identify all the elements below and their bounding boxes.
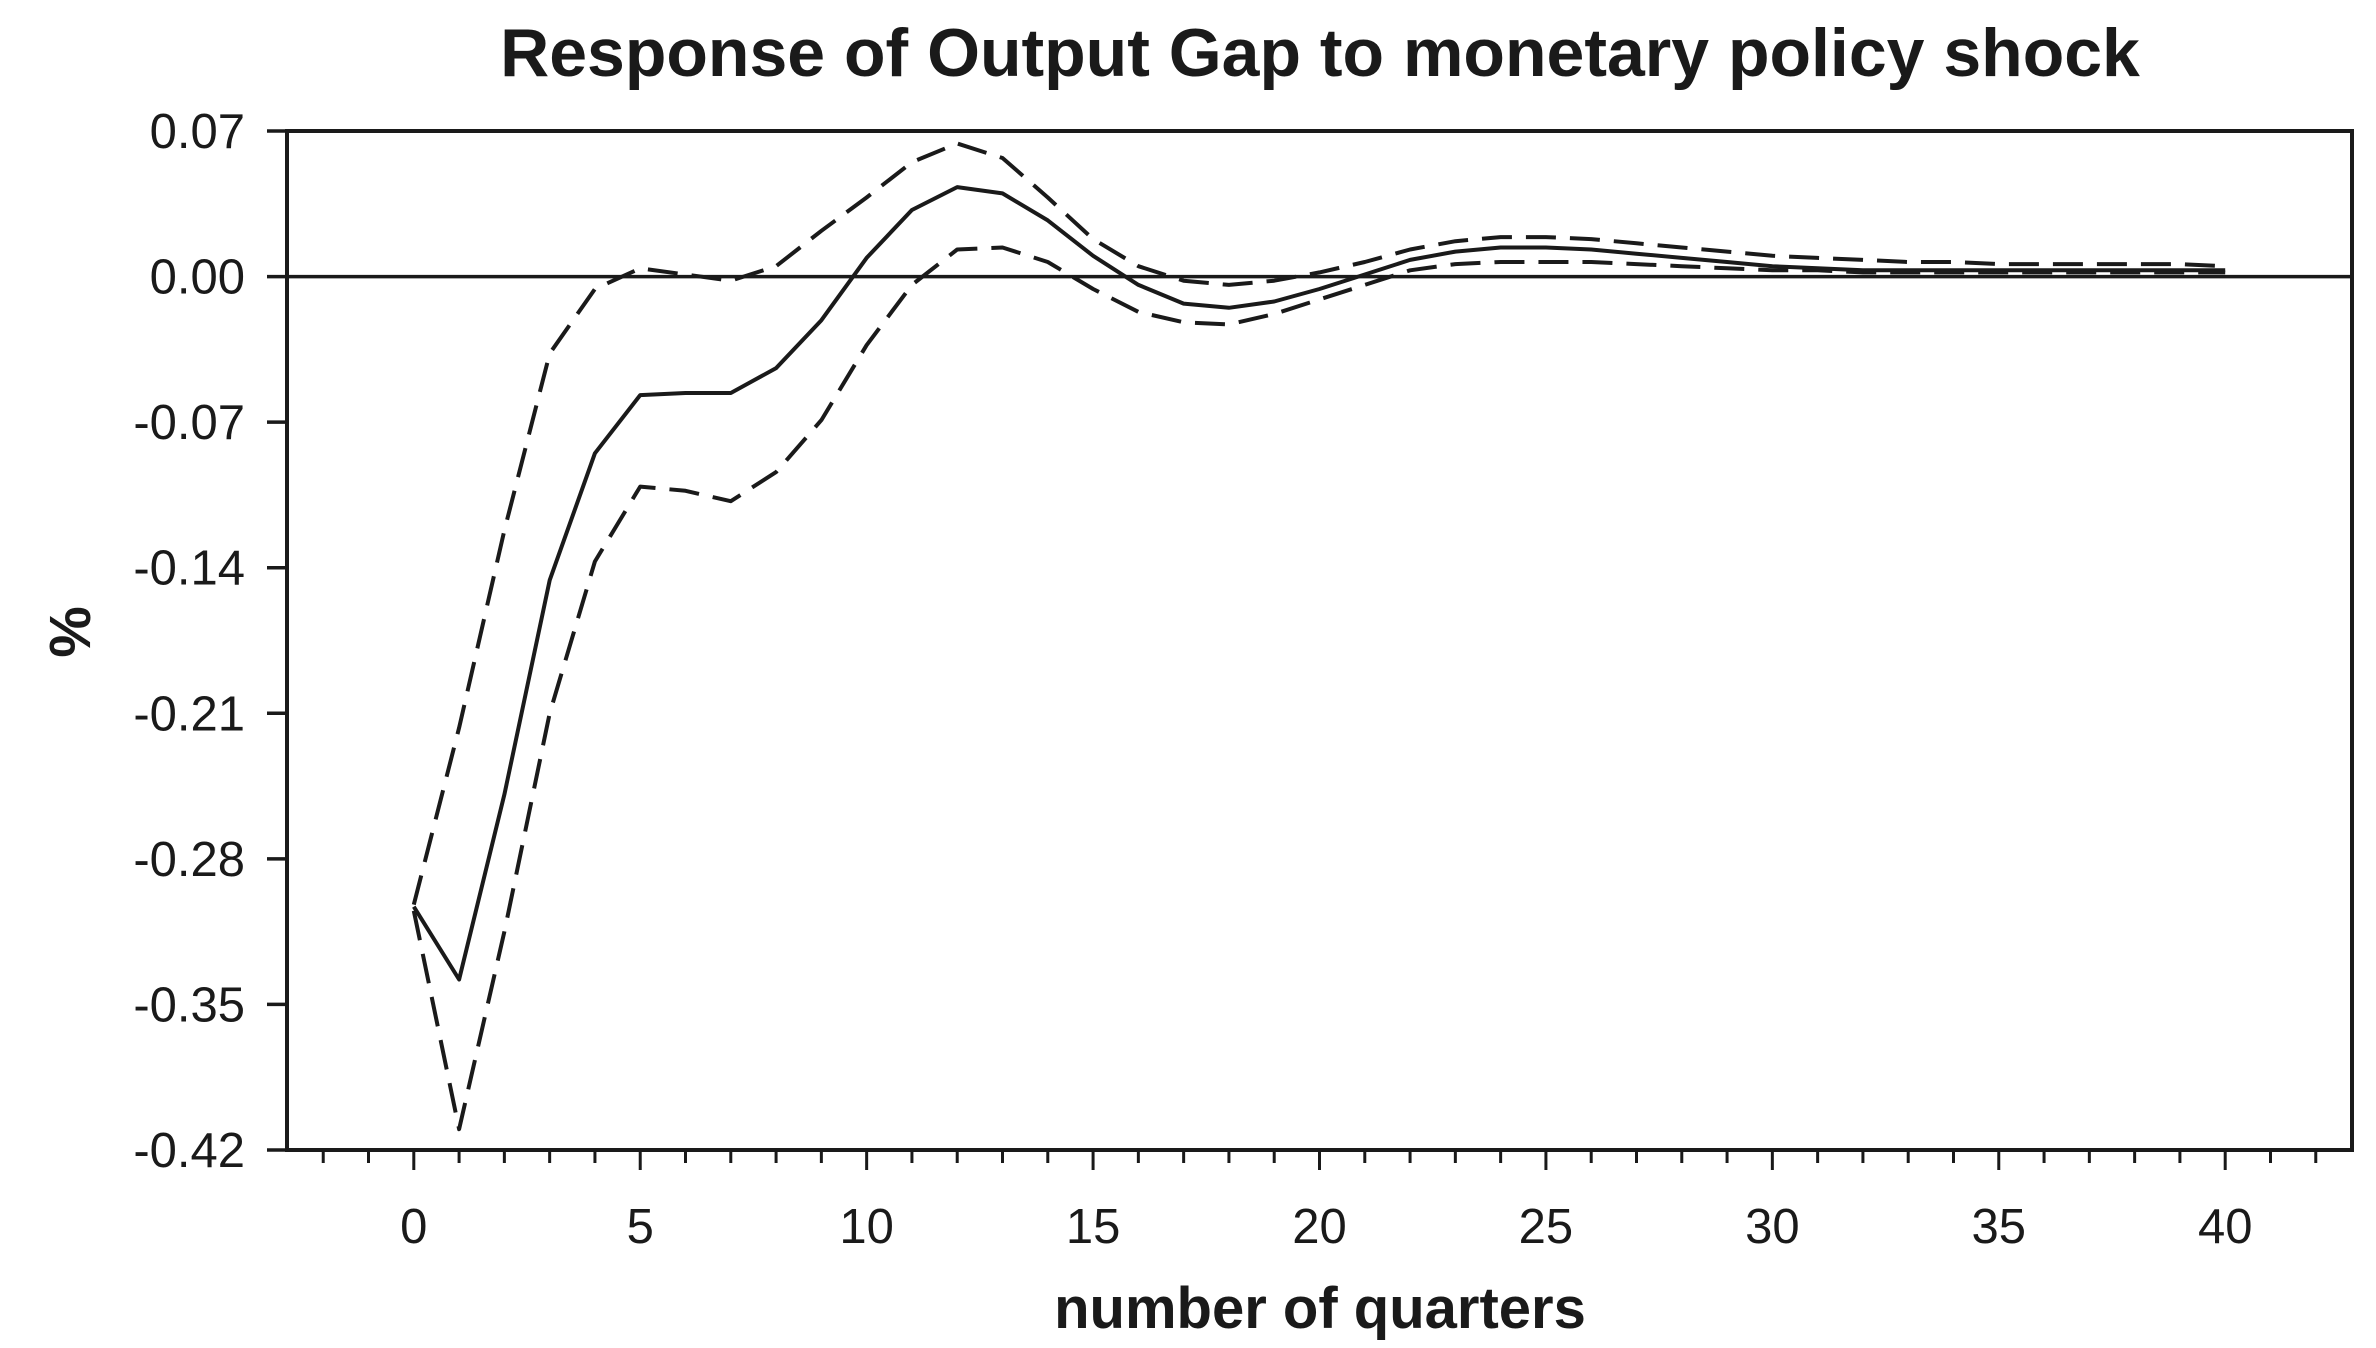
x-axis: 0 5 10 15 20 25 30 35 40 — [321, 1150, 2318, 1254]
irf-line — [412, 185, 2226, 982]
plot-frame — [285, 129, 2354, 1152]
series-group — [411, 141, 2226, 1132]
plot-area — [285, 129, 2354, 1152]
y-tick-label: -0.28 — [133, 833, 245, 887]
chart-title: Response of Output Gap to monetary polic… — [500, 15, 2140, 91]
x-tick-label: 30 — [1745, 1200, 1800, 1254]
x-tick-label: 20 — [1292, 1200, 1347, 1254]
y-axis-label: % — [37, 606, 102, 658]
upper-band-line — [411, 141, 2226, 906]
y-axis: 0.07 0.00 -0.07 -0.14 -0.21 -0.28 -0.35 -0.42 — [133, 105, 287, 1178]
lower-band-line — [411, 245, 2226, 1132]
y-tick-label: -0.14 — [133, 542, 245, 596]
x-tick-label: 0 — [400, 1200, 427, 1254]
y-tick-label: -0.42 — [133, 1124, 245, 1178]
x-axis-label: number of quarters — [1054, 1276, 1586, 1341]
y-tick-label: -0.07 — [133, 396, 245, 450]
x-tick-label: 35 — [1972, 1200, 2027, 1254]
x-tick-label: 10 — [839, 1200, 894, 1254]
y-tick-label: -0.35 — [133, 978, 245, 1032]
x-tick-label: 40 — [2198, 1200, 2253, 1254]
y-tick-label: 0.00 — [150, 251, 245, 305]
x-tick-label: 25 — [1519, 1200, 1574, 1254]
x-tick-label: 15 — [1066, 1200, 1121, 1254]
x-tick-label: 5 — [627, 1200, 654, 1254]
y-tick-label: -0.21 — [133, 687, 245, 741]
y-tick-label: 0.07 — [150, 105, 245, 159]
